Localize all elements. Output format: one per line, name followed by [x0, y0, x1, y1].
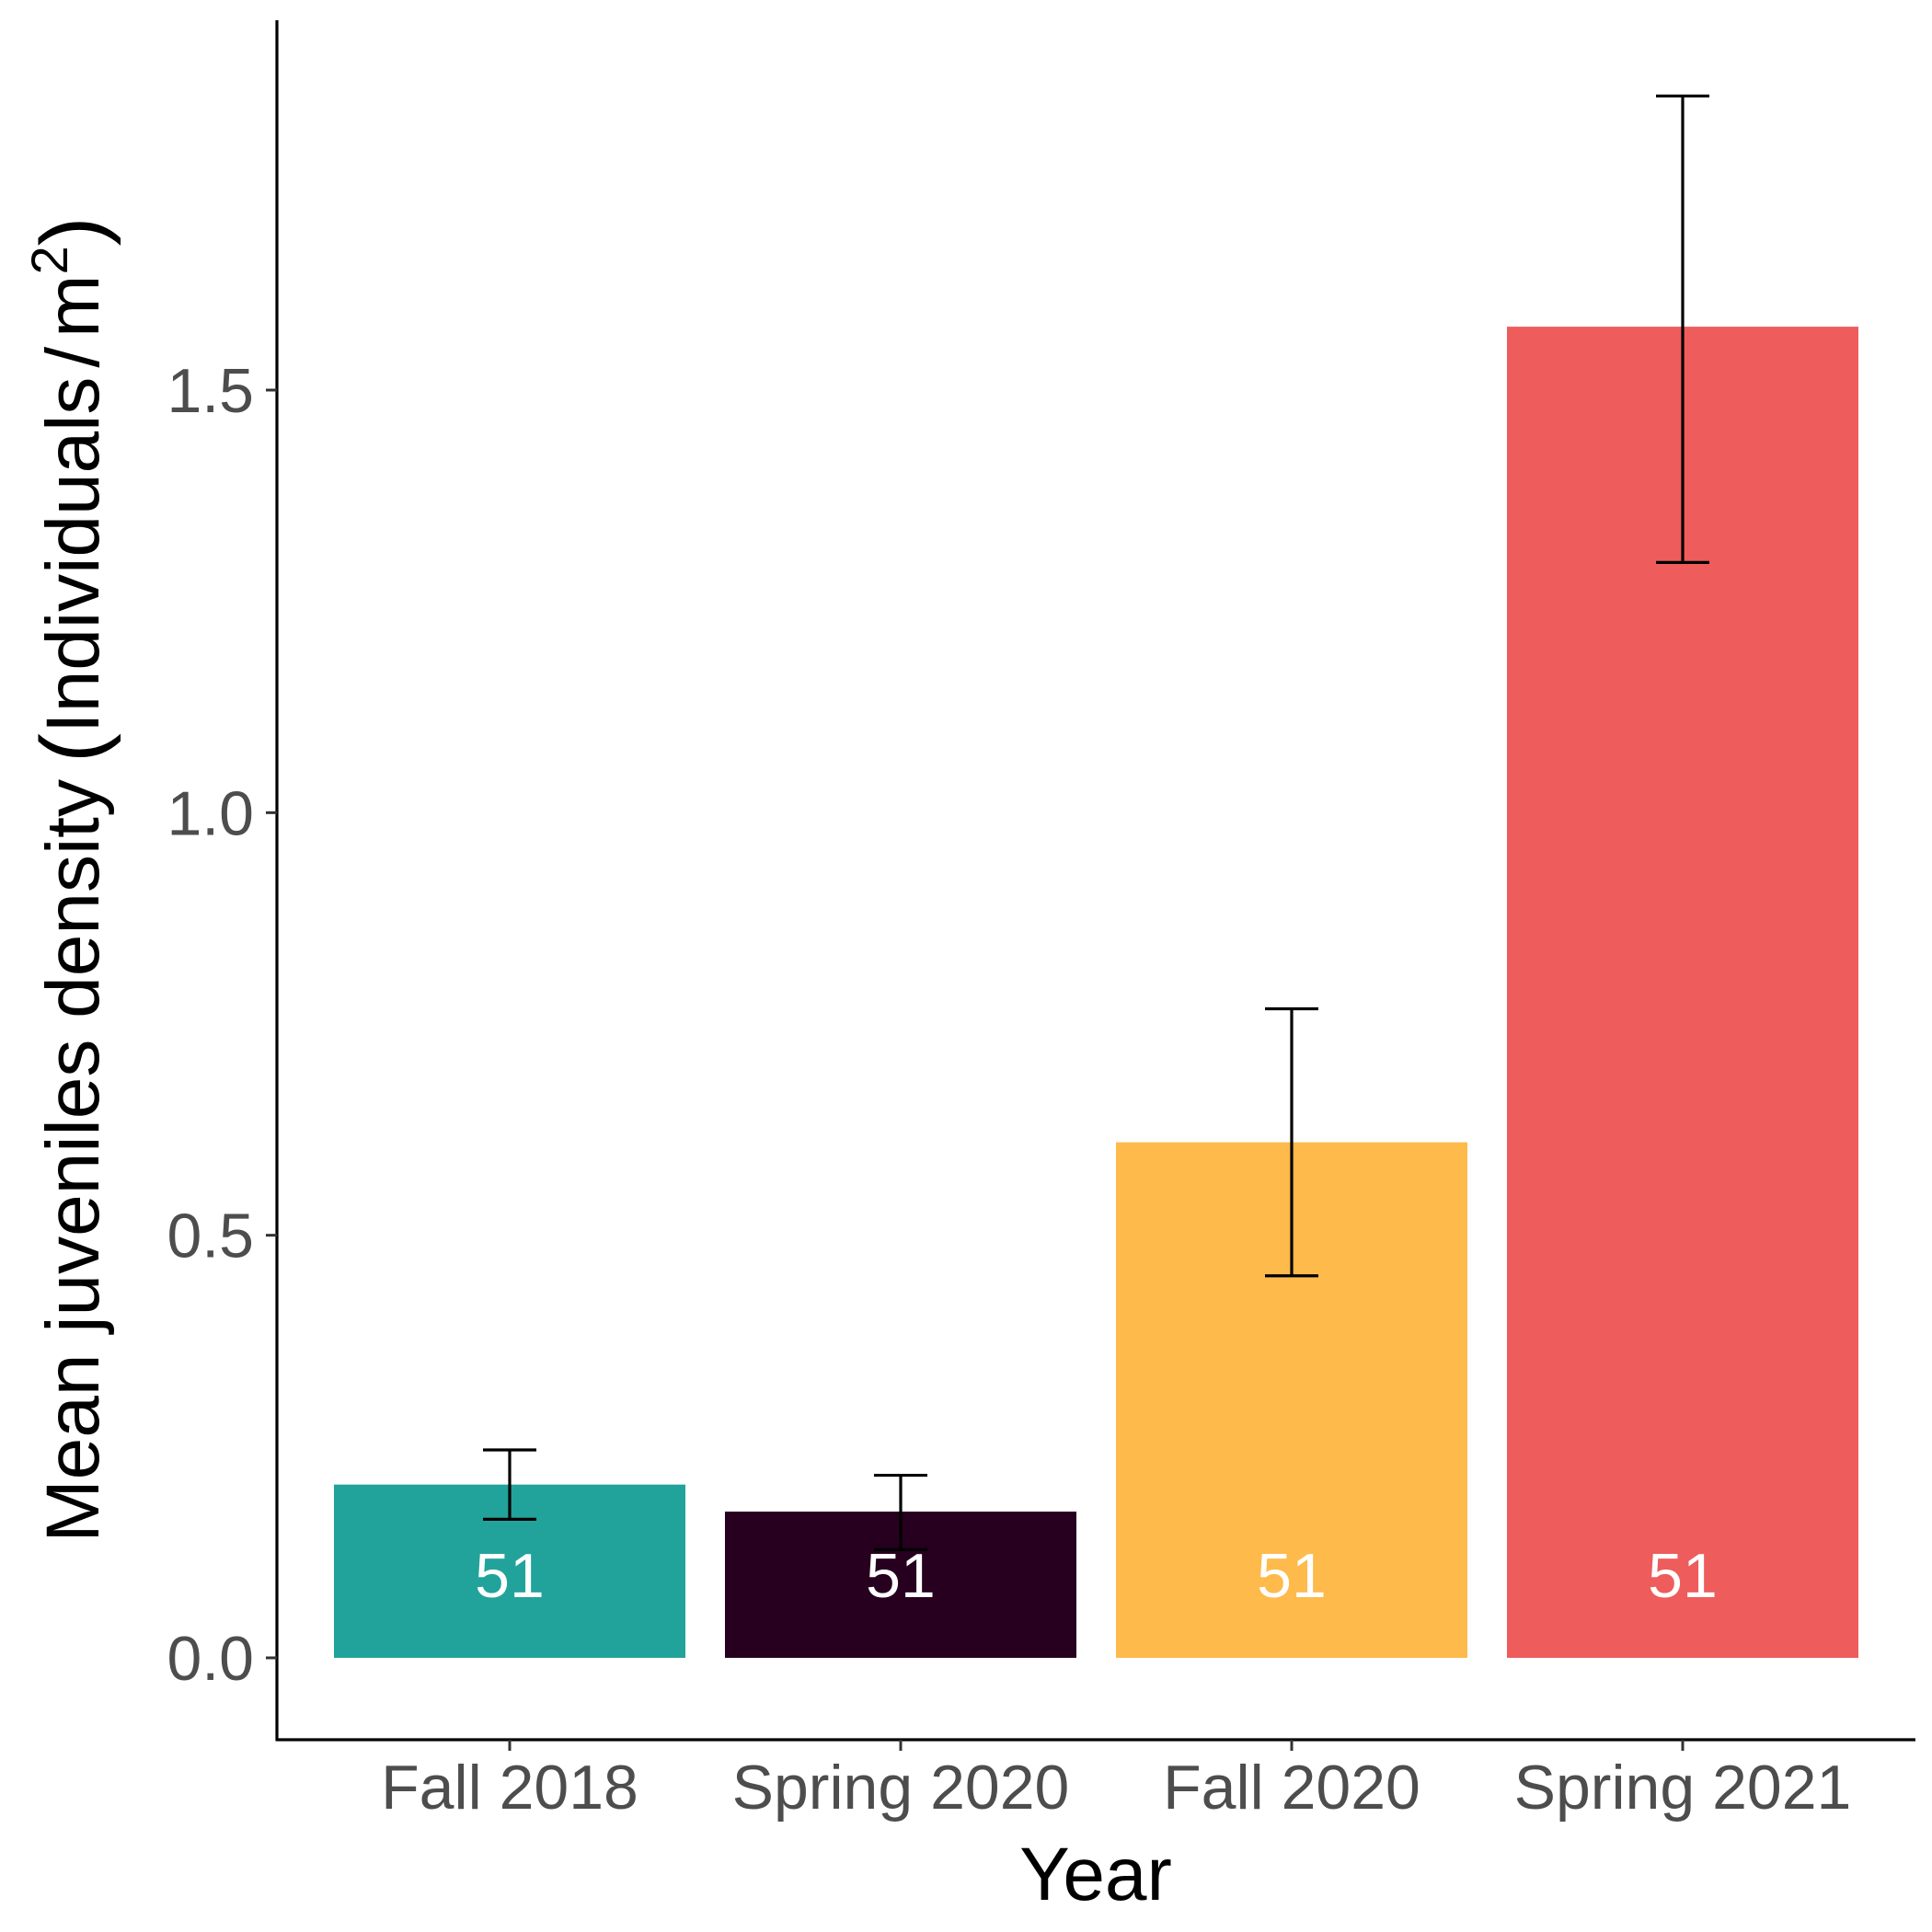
x-tick-label: Fall 2020 [1163, 1753, 1420, 1823]
y-axis-title-unit-denominator: m [31, 275, 115, 338]
bar-labels-group: 51 51 51 51 [475, 1541, 1718, 1611]
bar-count-label: 51 [866, 1541, 936, 1611]
error-bar-spring-2020 [874, 1473, 927, 1552]
y-tick-label: 1.0 [167, 778, 254, 848]
y-ticks-group: 0.0 0.5 1.0 1.5 [167, 356, 277, 1694]
y-axis-title-unit: Individuals [31, 377, 115, 733]
x-tick-label: Spring 2020 [732, 1753, 1070, 1823]
error-bar-fall-2020 [1265, 1006, 1318, 1278]
y-axis-title-main: Mean juveniles density [31, 779, 115, 1543]
bars-group [334, 327, 1858, 1659]
axes-group [275, 20, 1915, 1742]
y-tick-label: 0.5 [167, 1202, 254, 1271]
y-axis-title: Mean juveniles density (Individuals / m2) [20, 216, 121, 1542]
x-tick-label: Spring 2021 [1514, 1753, 1852, 1823]
error-bar-spring-2021 [1656, 94, 1709, 565]
y-axis-title-close-paren: ) [23, 216, 121, 246]
bar-count-label: 51 [475, 1541, 545, 1611]
bar-count-label: 51 [1257, 1541, 1327, 1611]
y-axis-title-slash: / [31, 347, 115, 368]
y-tick-label: 1.5 [167, 356, 254, 426]
y-tick-label: 0.0 [167, 1624, 254, 1694]
y-axis-title-open-paren: ( [23, 733, 121, 763]
bar-count-label: 51 [1648, 1541, 1718, 1611]
x-axis-title: Year [1019, 1833, 1172, 1916]
error-bars-group [483, 94, 1709, 1552]
error-bar-fall-2018 [483, 1448, 536, 1521]
y-axis-title-superscript: 2 [20, 246, 78, 274]
x-ticks-group: Fall 2018 Spring 2020 Fall 2020 Spring 2021 [381, 1740, 1851, 1823]
x-tick-label: Fall 2018 [381, 1753, 638, 1823]
